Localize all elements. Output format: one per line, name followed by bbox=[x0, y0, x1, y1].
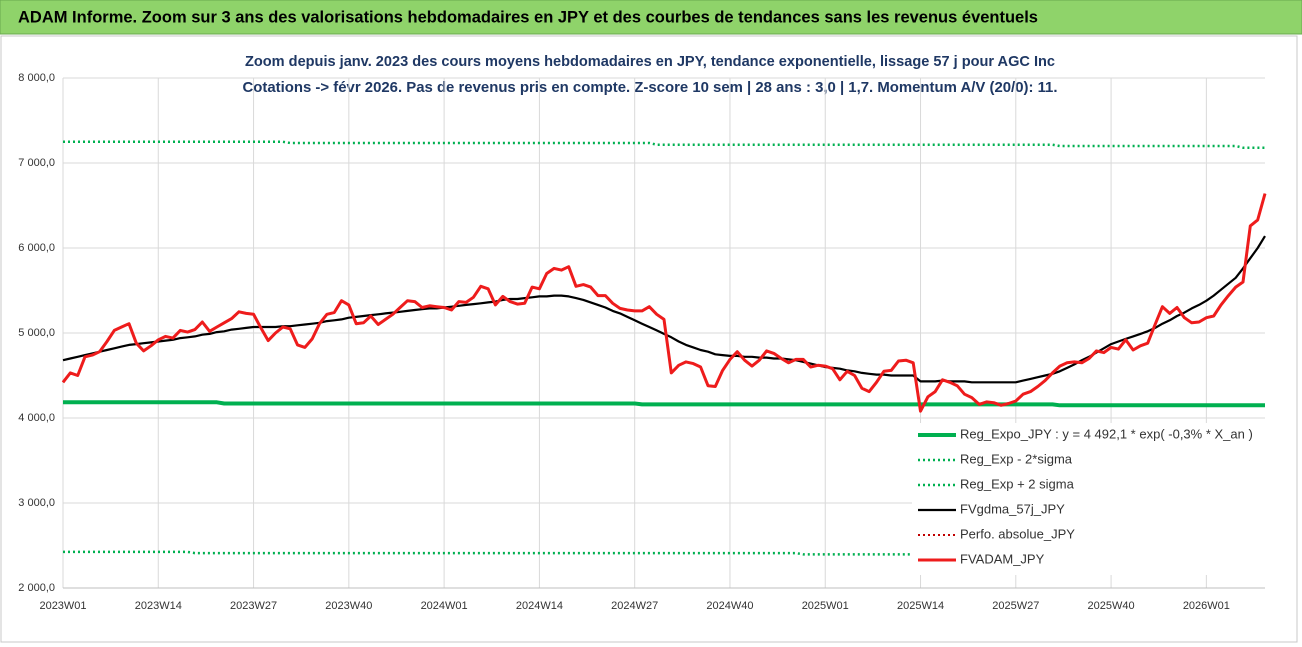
x-tick-label: 2024W27 bbox=[611, 600, 658, 612]
series-line bbox=[63, 140, 1265, 149]
x-tick-label: 2026W01 bbox=[1183, 600, 1230, 612]
y-tick-label: 7 000,0 bbox=[18, 157, 55, 169]
y-tick-label: 2 000,0 bbox=[18, 582, 55, 594]
x-tick-label: 2025W01 bbox=[802, 600, 849, 612]
y-tick-label: 5 000,0 bbox=[18, 327, 55, 339]
series-line bbox=[61, 193, 1267, 413]
legend-label: Reg_Exp + 2 sigma bbox=[960, 476, 1075, 491]
subtitle-line: Cotations -> févr 2026. Pas de revenus p… bbox=[243, 79, 1058, 96]
x-tick-label: 2025W27 bbox=[992, 600, 1039, 612]
legend-label: FVADAM_JPY bbox=[960, 551, 1045, 566]
x-tick-label: 2025W40 bbox=[1088, 600, 1135, 612]
x-tick-label: 2023W27 bbox=[230, 600, 277, 612]
series-line bbox=[63, 400, 1265, 408]
x-tick-label: 2024W01 bbox=[421, 600, 468, 612]
y-tick-label: 8 000,0 bbox=[18, 72, 55, 84]
legend-box bbox=[912, 423, 1274, 575]
x-tick-label: 2024W40 bbox=[706, 600, 753, 612]
y-tick-label: 3 000,0 bbox=[18, 497, 55, 509]
y-tick-label: 6 000,0 bbox=[18, 242, 55, 254]
x-tick-label: 2023W14 bbox=[135, 600, 182, 612]
y-tick-label: 4 000,0 bbox=[18, 412, 55, 424]
legend-label: Reg_Expo_JPY : y = 4 492,1 * exp( -0,3% … bbox=[960, 426, 1253, 441]
x-tick-label: 2024W14 bbox=[516, 600, 563, 612]
legend-label: Perfo. absolue_JPY bbox=[960, 526, 1075, 541]
legend-label: Reg_Exp - 2*sigma bbox=[960, 451, 1073, 466]
header-title: ADAM Informe. Zoom sur 3 ans des valoris… bbox=[18, 7, 1038, 26]
x-tick-label: 2023W40 bbox=[325, 600, 372, 612]
legend-label: FVgdma_57j_JPY bbox=[960, 501, 1065, 516]
subtitle-line: Zoom depuis janv. 2023 des cours moyens … bbox=[245, 53, 1055, 70]
x-tick-label: 2023W01 bbox=[39, 600, 86, 612]
x-tick-label: 2025W14 bbox=[897, 600, 944, 612]
series-line bbox=[62, 235, 1266, 384]
header-bar bbox=[0, 0, 1302, 35]
